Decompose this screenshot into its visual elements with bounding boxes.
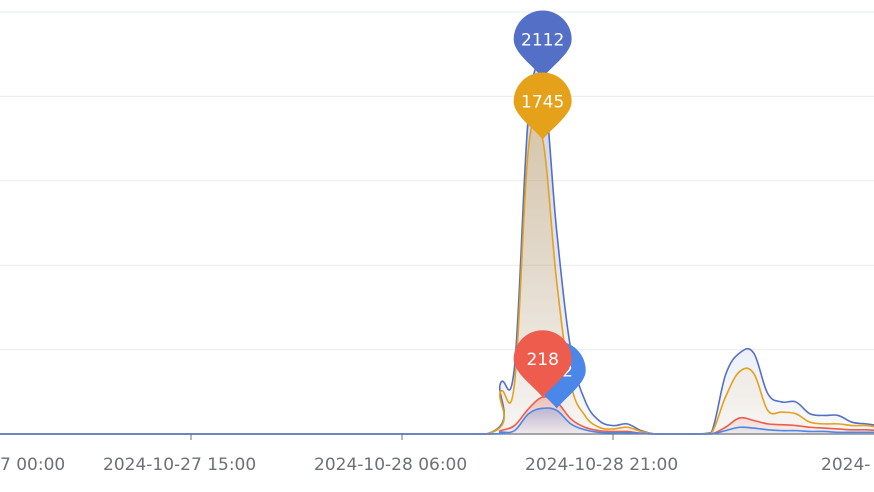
- pin-shape: [513, 10, 572, 78]
- pin-label: 218: [526, 350, 558, 370]
- pin-label: 2112: [521, 30, 564, 50]
- series-area: [0, 117, 874, 435]
- x-axis: 7 00:00 2024-10-27 15:00 2024-10-28 06:00 2…: [0, 434, 870, 475]
- pin-label: 1745: [521, 92, 564, 112]
- x-tick-label: 2024-: [821, 455, 870, 475]
- series-group: [0, 64, 874, 435]
- series-line: [0, 407, 874, 435]
- x-tick-label: 2024-10-28 06:00: [314, 455, 467, 475]
- pin-marker[interactable]: 1745: [513, 72, 572, 140]
- markers: 21121745152218: [513, 10, 586, 409]
- pin-marker[interactable]: 2112: [513, 10, 572, 78]
- x-tick-label: 7 00:00: [0, 455, 65, 475]
- pin-shape: [513, 72, 572, 140]
- pin-marker[interactable]: 218: [513, 330, 572, 398]
- pin-shape: [513, 330, 572, 398]
- x-tick-label: 2024-10-27 15:00: [103, 455, 256, 475]
- x-tick-label: 2024-10-28 21:00: [525, 455, 678, 475]
